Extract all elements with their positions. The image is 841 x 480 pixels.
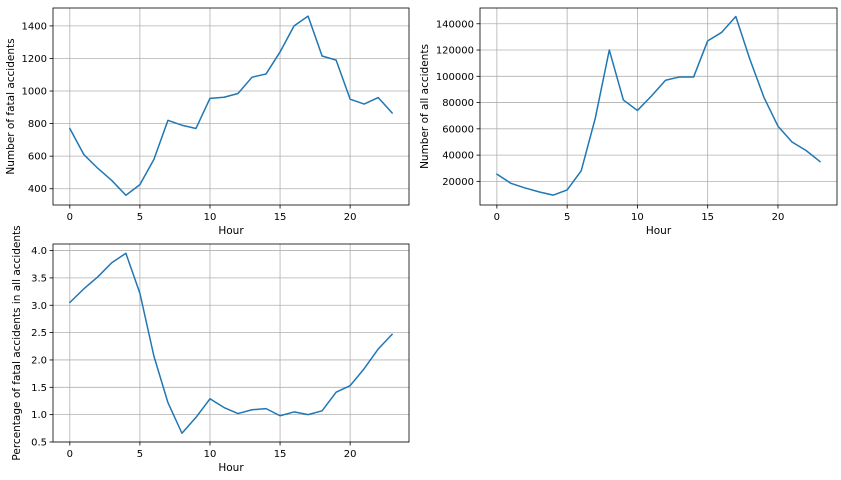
y-tick-label: 4.0 <box>31 246 47 257</box>
x-tick-label: 20 <box>772 212 785 223</box>
y-tick-label: 1400 <box>22 21 47 32</box>
y-tick-label: 80000 <box>442 98 474 109</box>
x-tick-label: 0 <box>67 212 73 223</box>
x-tick-label: 5 <box>137 449 143 460</box>
subplot-percentage-fatal: 0 5 10 15 20 0.5 1.0 1.5 2.0 2.5 3.0 3.5 4.0 Hour Perc… <box>11 225 410 474</box>
x-tick-label: 10 <box>204 212 217 223</box>
y-tick-label: 120000 <box>436 46 474 57</box>
x-tick-label: 10 <box>631 212 644 223</box>
axes-frame <box>479 7 838 206</box>
y-tick-label: 2.5 <box>31 328 47 339</box>
x-tick-label: 20 <box>344 449 357 460</box>
x-tick-label: 15 <box>701 212 714 223</box>
y-axis-label: Number of all accidents <box>419 44 431 169</box>
y-tick-label: 0.5 <box>31 438 47 449</box>
x-tick-label: 5 <box>564 212 570 223</box>
y-tick-label: 40000 <box>442 151 474 162</box>
axes-frame <box>52 243 410 443</box>
x-tick-label: 0 <box>67 449 73 460</box>
y-tick-label: 600 <box>28 152 47 163</box>
x-tick-label: 5 <box>137 212 143 223</box>
y-tick-label: 60000 <box>442 124 474 135</box>
x-axis-label: Hour <box>218 225 244 237</box>
y-tick-label: 1.0 <box>31 410 47 421</box>
subplot-fatal-accidents: 0 5 10 15 20 400 600 800 1000 1200 1400 Hour Number … <box>5 7 410 237</box>
y-axis-label: Percentage of fatal accidents in all acc… <box>11 225 23 460</box>
subplot-all-accidents: 0 5 10 15 20 20000 40000 60000 80000 100000 120000… <box>419 7 838 237</box>
x-tick-label: 15 <box>274 449 287 460</box>
x-tick-label: 15 <box>274 212 287 223</box>
x-tick-label: 20 <box>344 212 357 223</box>
y-tick-label: 3.0 <box>31 301 47 312</box>
series-line <box>69 252 393 434</box>
y-tick-label: 20000 <box>442 177 474 188</box>
x-tick-label: 0 <box>494 212 500 223</box>
x-axis-label: Hour <box>218 462 244 474</box>
y-tick-label: 1000 <box>22 87 47 98</box>
y-tick-label: 800 <box>28 119 47 130</box>
x-axis-label: Hour <box>646 225 672 237</box>
axes-frame <box>52 7 410 206</box>
y-tick-label: 1200 <box>22 54 47 65</box>
series-line <box>496 15 821 196</box>
x-tick-label: 10 <box>204 449 217 460</box>
y-tick-label: 100000 <box>436 72 474 83</box>
y-tick-label: 140000 <box>436 19 474 30</box>
y-tick-label: 1.5 <box>31 383 47 394</box>
y-tick-label: 400 <box>28 184 47 195</box>
y-tick-label: 3.5 <box>31 273 47 284</box>
y-axis-label: Number of fatal accidents <box>5 38 17 174</box>
y-tick-label: 2.0 <box>31 355 47 366</box>
series-line <box>69 15 393 196</box>
